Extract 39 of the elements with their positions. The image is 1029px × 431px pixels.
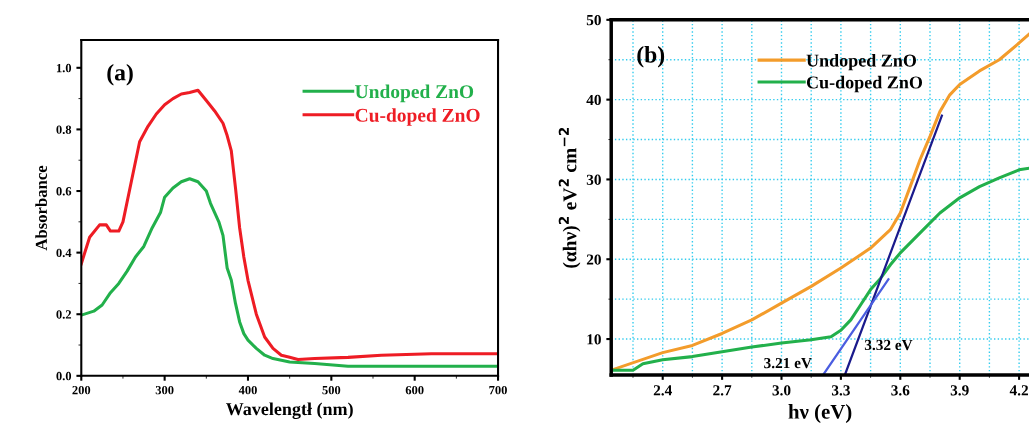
legend-label: Cu-doped ZnO [355, 108, 480, 126]
x-tick-label: 2.4 [653, 385, 672, 396]
y-axis-title: (αhν)$^{2}$ eV$^{2}$ cm$^{−2}$ [558, 127, 581, 268]
annotation: (a) [107, 63, 133, 86]
line-series [611, 32, 1029, 372]
annotation: 3.32 eV [864, 339, 913, 351]
x-tick-label: 3.9 [950, 385, 969, 396]
x-axis-title: hν (eV) [788, 404, 852, 423]
y-tick-label: 30 [586, 174, 601, 185]
legend-label: Undoped ZnO [355, 84, 474, 103]
line-series [611, 166, 1029, 372]
x-tick-label: 3.0 [772, 385, 791, 396]
x-tick-label: 200 [72, 385, 91, 395]
y-tick-label: 0.6 [56, 187, 72, 196]
legend-label: Cu-doped ZnO [806, 75, 923, 93]
x-tick-label: 300 [155, 385, 174, 395]
x-tick-label: 400 [238, 385, 257, 395]
y-tick-label: 10 [587, 334, 601, 345]
x-tick-label: 600 [405, 385, 424, 395]
line-series [81, 177, 499, 368]
y-tick-label: 0.4 [56, 248, 72, 258]
x-tick-label: 2.7 [713, 385, 732, 396]
x-tick-label: 3.3 [831, 385, 850, 396]
x-tick-label: 500 [322, 385, 341, 395]
y-tick-label: 0.2 [56, 310, 72, 319]
x-tick-label: 700 [489, 385, 507, 395]
x-axis-title: Wavelengtł (nm) [225, 402, 353, 419]
annotation: (b) [637, 46, 665, 68]
y-tick-label: 40 [586, 94, 601, 106]
y-tick-label: 1.0 [56, 63, 72, 73]
y-tick-label: 0.0 [56, 371, 72, 381]
y-tick-label: 20 [586, 254, 601, 265]
x-tick-label: 3.6 [891, 385, 910, 396]
y-axis-title: Absorbance [35, 165, 47, 251]
y-tick-label: 0.8 [56, 125, 72, 134]
annotation: 3.21 eV [764, 357, 812, 369]
x-tick-label: 4.2 [1009, 385, 1028, 396]
legend-label: Undoped ZnO [806, 53, 917, 71]
y-tick-label: 50 [586, 14, 601, 26]
